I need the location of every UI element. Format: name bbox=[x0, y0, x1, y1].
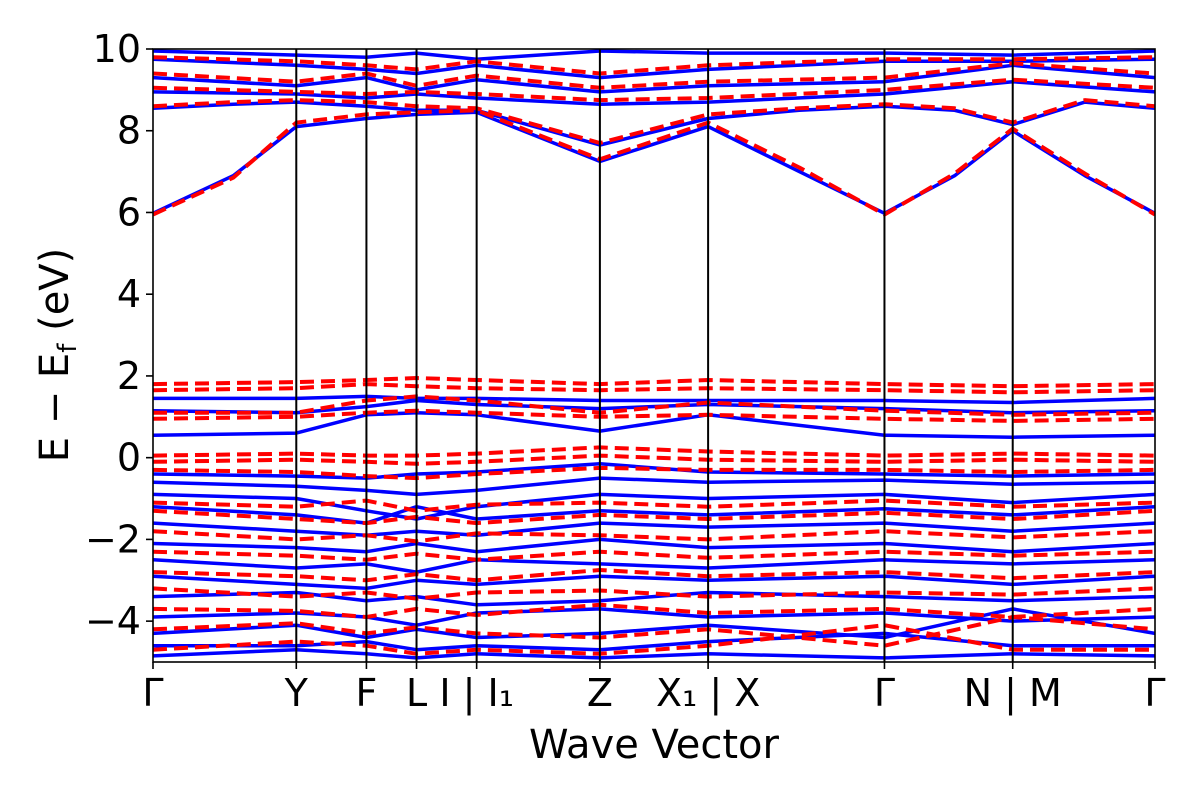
x-tick-label: Z bbox=[587, 671, 613, 715]
y-tick-label: 10 bbox=[93, 27, 141, 71]
y-tick-label: 4 bbox=[117, 272, 141, 316]
dashed-band-9 bbox=[153, 445, 1155, 458]
solid-band-10 bbox=[153, 476, 1155, 497]
dashed-band-5 bbox=[153, 376, 1155, 389]
x-tick-label: Γ bbox=[874, 671, 895, 715]
dashed-band-17 bbox=[153, 586, 1155, 601]
solid-band-8 bbox=[153, 410, 1155, 439]
x-tick-label: Y bbox=[284, 671, 309, 715]
y-tick-label: 0 bbox=[117, 436, 141, 480]
solid-band-3 bbox=[153, 63, 1155, 94]
solid-band-16 bbox=[153, 574, 1155, 591]
x-tick-label: X₁ | X bbox=[656, 671, 760, 716]
dashed-band-13 bbox=[153, 508, 1155, 526]
solid-band-4 bbox=[153, 57, 1155, 80]
dashed-band-20 bbox=[153, 623, 1155, 656]
solid-band-12 bbox=[153, 504, 1155, 525]
y-axis-ticks: 10 8 6 4 2 0 −2 −4 bbox=[85, 27, 153, 643]
dashed-band-4 bbox=[153, 55, 1155, 76]
dashed-band-7 bbox=[153, 394, 1155, 417]
x-tick-label: N | M bbox=[964, 671, 1062, 716]
y-axis-title: E − Ef (eV) bbox=[32, 248, 83, 463]
x-axis-title: Wave Vector bbox=[529, 722, 780, 768]
x-tick-label: L bbox=[406, 671, 427, 715]
y-tick-label: 6 bbox=[117, 190, 141, 234]
dashed-band-2 bbox=[153, 77, 1155, 103]
solid-band-14 bbox=[153, 537, 1155, 554]
dashed-band-6 bbox=[153, 382, 1155, 395]
y-tick-label: 2 bbox=[117, 354, 141, 398]
x-tick-label: Γ bbox=[1144, 671, 1165, 715]
y-tick-label: −4 bbox=[85, 599, 141, 643]
dashed-band-19 bbox=[153, 615, 1155, 648]
solid-band-21 bbox=[153, 647, 1155, 660]
solid-band-6 bbox=[153, 394, 1155, 405]
solid-band-9 bbox=[153, 462, 1155, 480]
y-axis-title-unit: (eV) bbox=[32, 248, 78, 344]
y-axis-title-subscript: f bbox=[53, 343, 83, 353]
solid-band-0 bbox=[153, 110, 1155, 216]
dashed-band-10 bbox=[153, 453, 1155, 466]
x-tick-label: I | I₁ bbox=[439, 671, 514, 716]
solid-band-2 bbox=[153, 79, 1155, 106]
y-tick-label: 8 bbox=[117, 109, 141, 153]
dashed-band-14 bbox=[153, 529, 1155, 544]
dashed-band-16 bbox=[153, 568, 1155, 583]
dashed-band-8 bbox=[153, 408, 1155, 423]
dashed-band-11 bbox=[153, 465, 1155, 481]
high-symmetry-lines bbox=[295, 49, 1014, 662]
solid-band-13 bbox=[153, 521, 1155, 538]
x-tick-label: Γ bbox=[142, 671, 163, 715]
dashed-band-18 bbox=[153, 602, 1155, 619]
solid-band-15 bbox=[153, 558, 1155, 574]
dashed-band-15 bbox=[153, 549, 1155, 562]
y-tick-label: −2 bbox=[85, 517, 141, 561]
x-tick-label: F bbox=[355, 671, 377, 715]
bands-layer bbox=[153, 49, 1155, 660]
dashed-band-3 bbox=[153, 61, 1155, 90]
dashed-band-12 bbox=[153, 498, 1155, 513]
solid-band-5 bbox=[153, 49, 1155, 61]
solid-band-17 bbox=[153, 590, 1155, 607]
y-axis-title-main: E − E bbox=[32, 353, 78, 463]
plot-frame bbox=[152, 48, 1156, 663]
dashed-band-1 bbox=[153, 98, 1155, 145]
